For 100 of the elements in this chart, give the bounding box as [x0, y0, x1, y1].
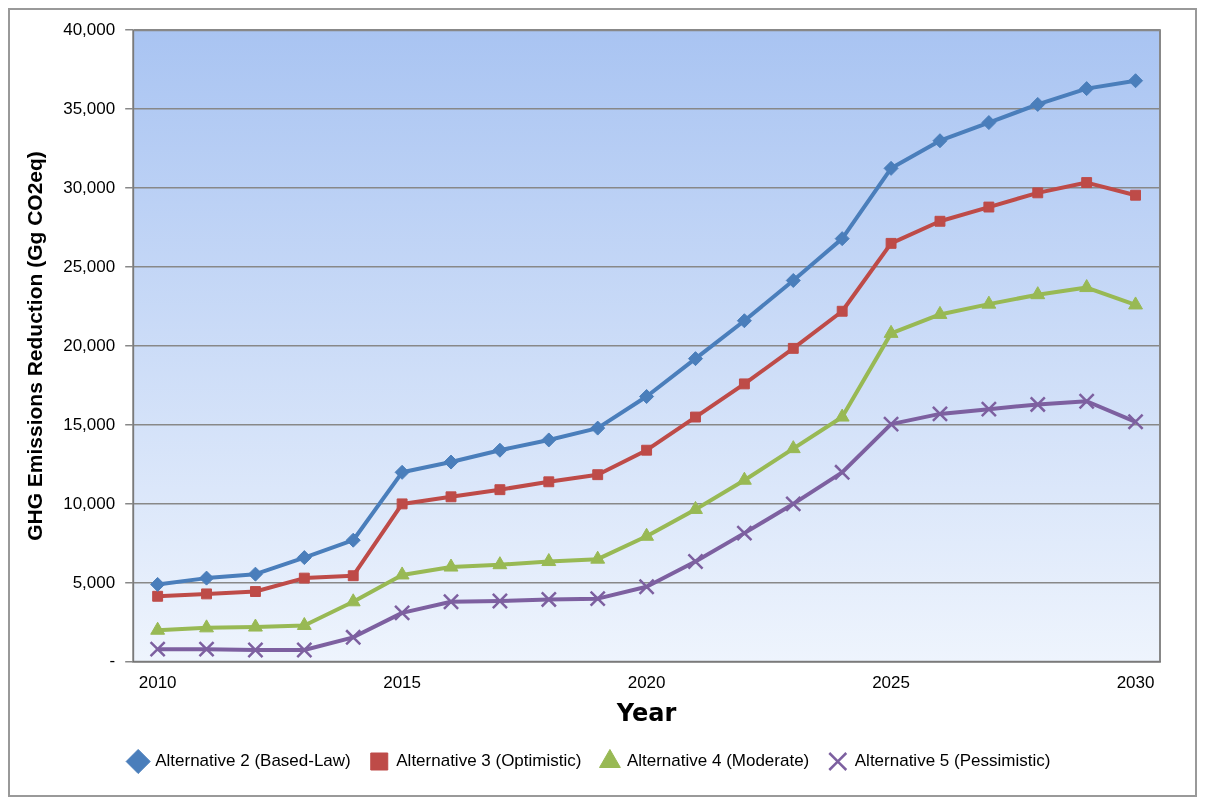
point — [738, 378, 750, 390]
point — [445, 491, 457, 503]
point — [1030, 286, 1046, 300]
point — [1078, 392, 1095, 410]
y-tick-label: - — [109, 651, 116, 671]
point — [883, 160, 899, 176]
y-tick-label: 40,000 — [63, 19, 116, 39]
point — [492, 442, 508, 458]
point — [931, 405, 949, 423]
y-tick-label: 30,000 — [63, 177, 116, 197]
point — [298, 572, 310, 584]
point — [491, 592, 509, 610]
point — [543, 476, 555, 488]
y-tick-label: 35,000 — [63, 98, 116, 118]
point — [347, 570, 359, 582]
point — [981, 115, 997, 131]
point — [834, 231, 850, 247]
point — [394, 566, 410, 580]
x-tick-label: 2025 — [872, 672, 910, 692]
legend-label: Alternative 2 (Based-Law) — [155, 751, 351, 771]
point — [736, 471, 752, 485]
point — [443, 558, 459, 572]
point — [1127, 413, 1144, 431]
point — [150, 576, 166, 592]
point — [442, 593, 460, 611]
point — [785, 440, 801, 454]
x-axis-title: Year — [615, 698, 677, 727]
point — [885, 237, 897, 249]
point — [296, 550, 312, 566]
point — [641, 444, 653, 456]
point — [589, 590, 607, 607]
point — [149, 640, 166, 658]
point — [494, 484, 506, 496]
point — [688, 500, 703, 514]
point — [1030, 96, 1046, 112]
x-tick-label: 2020 — [627, 672, 666, 692]
point — [540, 591, 558, 608]
legend-label: Alternative 4 (Moderate) — [626, 751, 810, 771]
point — [1032, 187, 1044, 199]
legend-label: Alternative 3 (Optimistic) — [396, 751, 582, 771]
point — [980, 400, 998, 418]
point — [394, 464, 410, 480]
point — [934, 215, 946, 227]
point — [590, 420, 606, 436]
point — [201, 588, 212, 600]
point — [736, 524, 753, 542]
point — [345, 532, 361, 548]
point — [152, 590, 164, 602]
point — [638, 578, 655, 596]
legend-label: Alternative 5 (Pessimistic) — [854, 751, 1051, 771]
point — [249, 586, 261, 597]
point — [199, 619, 214, 633]
point — [787, 342, 799, 354]
point — [784, 495, 802, 513]
point — [344, 629, 362, 646]
y-axis-title: GHG Emissions Reduction (Gg CO2eq) — [23, 151, 47, 541]
point — [932, 133, 948, 149]
y-tick-label: 10,000 — [63, 493, 116, 513]
point — [1130, 189, 1141, 201]
point — [443, 454, 459, 470]
point — [296, 641, 313, 659]
point — [1128, 296, 1143, 310]
point — [393, 604, 411, 622]
point — [736, 313, 752, 329]
point — [981, 295, 997, 309]
x-tick-label: 2030 — [1116, 672, 1155, 692]
point — [247, 566, 263, 582]
point — [687, 351, 703, 367]
point — [639, 389, 655, 405]
point — [345, 593, 361, 607]
point — [1079, 279, 1095, 293]
point — [150, 621, 166, 635]
point — [836, 305, 848, 317]
x-tick-label: 2010 — [138, 672, 177, 692]
point — [639, 527, 655, 541]
point — [834, 408, 850, 422]
point — [1081, 177, 1093, 189]
point — [296, 616, 312, 630]
point — [247, 641, 264, 659]
point — [492, 556, 508, 570]
point — [687, 553, 704, 570]
point — [882, 415, 900, 433]
point — [833, 464, 851, 481]
point — [1128, 73, 1144, 89]
y-tick-label: 5,000 — [72, 572, 116, 592]
point — [541, 432, 557, 448]
x-tick-label: 2015 — [383, 672, 422, 692]
point — [198, 640, 215, 658]
point — [983, 201, 995, 213]
point — [248, 618, 263, 632]
point — [785, 272, 801, 288]
point — [590, 550, 606, 564]
point — [199, 570, 215, 586]
point — [690, 411, 701, 423]
point — [396, 498, 408, 510]
y-tick-label: 20,000 — [63, 335, 116, 355]
point — [541, 553, 557, 567]
point — [1029, 396, 1047, 413]
y-tick-label: 15,000 — [63, 414, 116, 434]
point — [1079, 81, 1095, 97]
